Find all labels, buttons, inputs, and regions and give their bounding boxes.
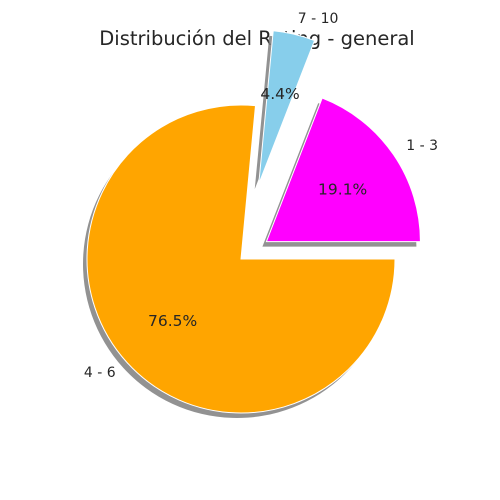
pie-slice-7-10: [258, 30, 316, 185]
slice-percent-1-3: 19.1%: [318, 180, 367, 198]
slice-label-7-10: 7 - 10: [298, 11, 339, 27]
slice-percent-4-6: 76.5%: [148, 312, 197, 330]
slice-label-1-3: 1 - 3: [406, 138, 438, 154]
label-layer: 1 - 3 19.1% 7 - 10 4.4% 4 - 6 76.5%: [84, 11, 438, 381]
pie-slice-1-3: [265, 97, 421, 243]
pie-slice-4-6: [86, 104, 396, 414]
slice-layer: [86, 30, 421, 414]
slice-percent-7-10: 4.4%: [260, 85, 299, 103]
slice-label-4-6: 4 - 6: [84, 365, 116, 381]
chart-title: Distribución del Rating - general: [99, 27, 415, 50]
